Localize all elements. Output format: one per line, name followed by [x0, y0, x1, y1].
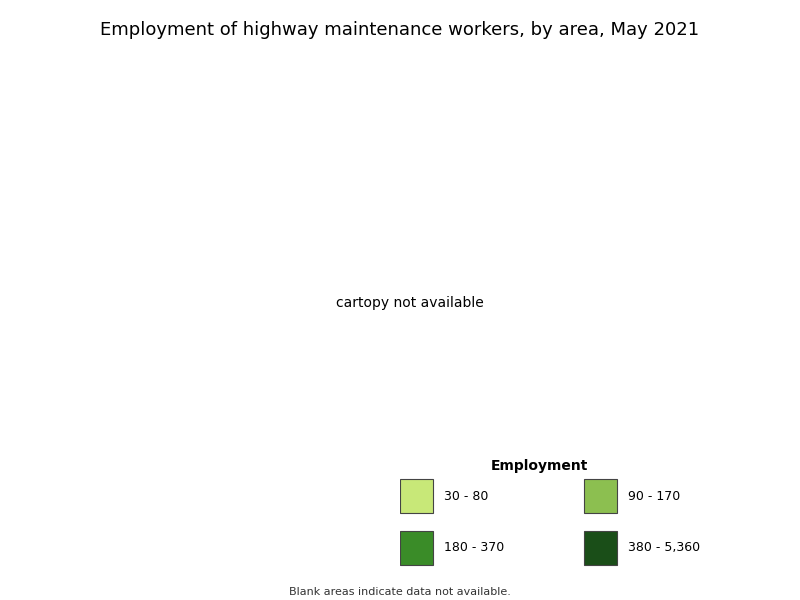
- Text: cartopy not available: cartopy not available: [336, 296, 484, 310]
- Text: 30 - 80: 30 - 80: [444, 490, 489, 503]
- Text: 180 - 370: 180 - 370: [444, 541, 505, 554]
- Bar: [584, 479, 617, 513]
- Text: 380 - 5,360: 380 - 5,360: [628, 541, 700, 554]
- Text: 90 - 170: 90 - 170: [628, 490, 681, 503]
- Bar: [400, 531, 433, 565]
- Text: Employment: Employment: [491, 459, 589, 473]
- Bar: [584, 531, 617, 565]
- Text: Employment of highway maintenance workers, by area, May 2021: Employment of highway maintenance worker…: [101, 21, 699, 39]
- Text: Blank areas indicate data not available.: Blank areas indicate data not available.: [289, 587, 511, 597]
- Bar: [400, 479, 433, 513]
